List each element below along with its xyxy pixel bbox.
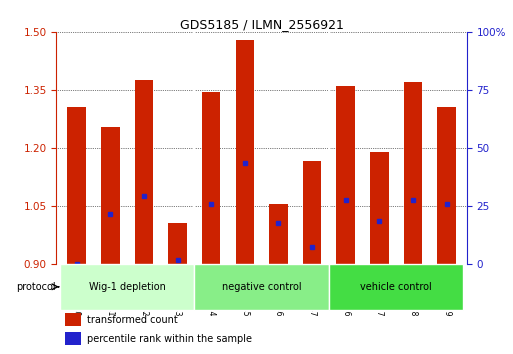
Bar [235, 40, 254, 264]
Bar [269, 204, 288, 264]
Bar [134, 80, 153, 264]
Text: negative control: negative control [222, 282, 302, 292]
Bar [337, 86, 355, 264]
Text: vehicle control: vehicle control [360, 282, 432, 292]
Bar [202, 92, 221, 264]
Bar [67, 107, 86, 264]
Bar [65, 313, 81, 326]
Bar [404, 82, 422, 264]
Bar [60, 264, 194, 310]
Bar [438, 107, 456, 264]
Bar [329, 264, 463, 310]
Bar [101, 127, 120, 264]
Title: GDS5185 / ILMN_2556921: GDS5185 / ILMN_2556921 [180, 18, 344, 31]
Bar [370, 152, 389, 264]
Text: protocol: protocol [16, 282, 56, 292]
Text: Wig-1 depletion: Wig-1 depletion [89, 282, 166, 292]
Bar [194, 264, 329, 310]
Bar [303, 161, 321, 264]
Bar [65, 332, 81, 345]
Bar [168, 223, 187, 264]
Text: transformed count: transformed count [87, 315, 178, 325]
Text: percentile rank within the sample: percentile rank within the sample [87, 334, 252, 344]
